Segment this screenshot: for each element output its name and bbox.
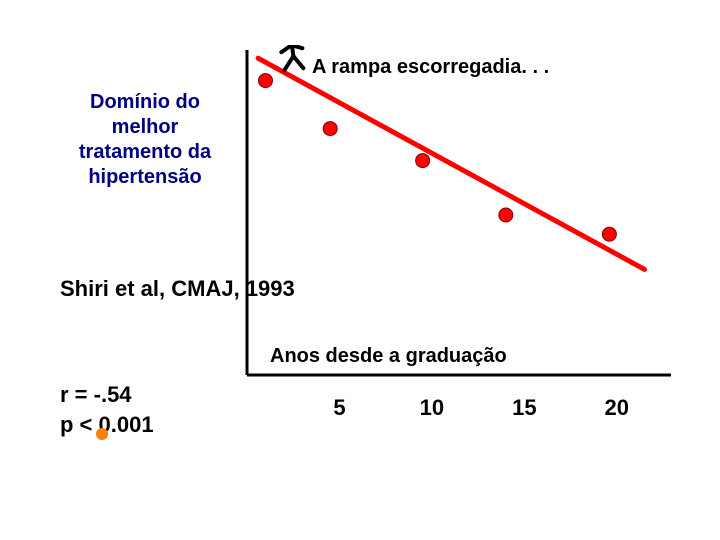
x-tick-label: 20	[605, 395, 629, 421]
plot-svg	[235, 45, 675, 425]
x-tick-label: 5	[333, 395, 345, 421]
x-tick-label: 10	[420, 395, 444, 421]
stat-r: r = -.54	[60, 380, 154, 410]
walking-person-icon	[281, 45, 303, 70]
plot-area	[235, 45, 675, 425]
chart-stage: Domínio do melhor tratamento da hiperten…	[0, 0, 720, 540]
stray-dot	[96, 428, 108, 440]
y-axis-label: Domínio do melhor tratamento da hiperten…	[60, 90, 230, 190]
x-tick-label: 15	[512, 395, 536, 421]
